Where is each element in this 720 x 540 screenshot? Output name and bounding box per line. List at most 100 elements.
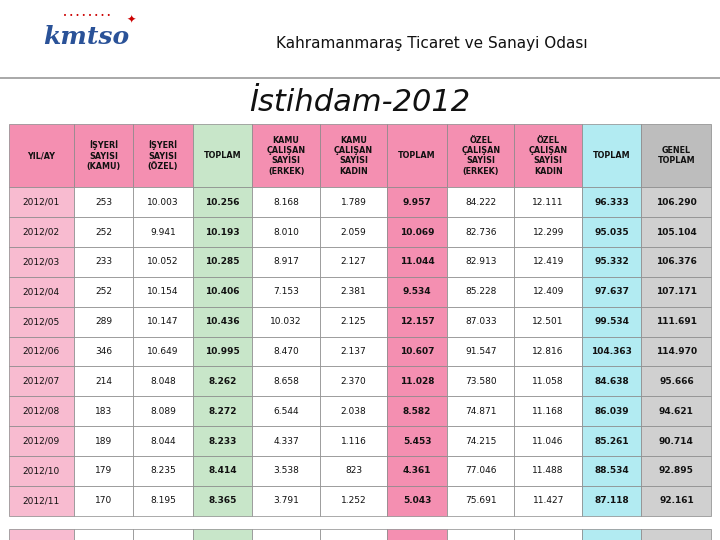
Text: 1.252: 1.252 [341,496,366,505]
Text: 189: 189 [95,436,112,446]
Text: 77.046: 77.046 [465,467,497,475]
Text: 106.290: 106.290 [656,198,697,207]
Text: 252: 252 [95,228,112,237]
Text: kmtso: kmtso [43,25,130,49]
Bar [253,247,320,277]
Text: 8.272: 8.272 [208,407,237,416]
Bar [193,367,253,396]
Bar [73,426,133,456]
Text: 8.233: 8.233 [209,436,237,446]
Bar [253,217,320,247]
Text: TOPLAM: TOPLAM [593,151,631,160]
Text: 3.538: 3.538 [273,467,299,475]
Bar [514,367,582,396]
Bar [642,529,711,540]
Bar [320,217,387,247]
Bar [514,277,582,307]
Text: 8.048: 8.048 [150,377,176,386]
Text: ✦: ✦ [126,15,135,25]
Text: ÖZEL
ÇALIŞAN
SAYISI
KADIN: ÖZEL ÇALIŞAN SAYISI KADIN [528,136,568,176]
Text: 2012/04: 2012/04 [22,287,60,296]
Text: 2012/10: 2012/10 [22,467,60,475]
Text: 11.028: 11.028 [400,377,434,386]
Bar [387,124,447,187]
Bar [447,367,514,396]
Text: 8.414: 8.414 [208,467,237,475]
Text: 2012/05: 2012/05 [22,317,60,326]
Bar [447,396,514,426]
Text: 2.137: 2.137 [341,347,366,356]
Text: 11.046: 11.046 [532,436,564,446]
Bar [9,187,73,217]
Text: 2.038: 2.038 [341,407,366,416]
Text: 8.470: 8.470 [274,347,299,356]
Text: 12.501: 12.501 [532,317,564,326]
Bar [253,456,320,486]
Bar [642,486,711,516]
Text: 233: 233 [95,258,112,266]
Bar [193,529,253,540]
Text: ÖZEL
ÇALIŞAN
SAYISI
(ERKEK): ÖZEL ÇALIŞAN SAYISI (ERKEK) [461,136,500,176]
Bar [253,336,320,367]
Text: 5.453: 5.453 [403,436,431,446]
Bar [387,187,447,217]
Bar [253,426,320,456]
Text: 11.427: 11.427 [533,496,564,505]
Text: 11.058: 11.058 [532,377,564,386]
Text: 10.256: 10.256 [205,198,240,207]
Bar [9,307,73,336]
Text: 9.957: 9.957 [402,198,431,207]
Text: 91.547: 91.547 [465,347,497,356]
Bar [514,307,582,336]
Text: 111.691: 111.691 [656,317,697,326]
Bar [320,486,387,516]
Bar [133,456,193,486]
Text: 2012/06: 2012/06 [22,347,60,356]
Bar [320,336,387,367]
Text: 2012/02: 2012/02 [22,228,60,237]
Text: 4.361: 4.361 [403,467,431,475]
Bar [582,486,642,516]
Bar [9,529,73,540]
Text: 1.116: 1.116 [341,436,366,446]
Bar [253,529,320,540]
Bar [73,307,133,336]
Bar [9,456,73,486]
Text: 2012/11: 2012/11 [22,496,60,505]
Bar [320,396,387,426]
Bar [582,217,642,247]
Text: 183: 183 [95,407,112,416]
Bar [642,187,711,217]
Bar [9,426,73,456]
Text: 95.035: 95.035 [595,228,629,237]
Bar [387,529,447,540]
Text: 99.534: 99.534 [594,317,629,326]
Text: 90.714: 90.714 [659,436,694,446]
Text: 105.104: 105.104 [656,228,697,237]
Bar [193,277,253,307]
Text: 88.534: 88.534 [594,467,629,475]
Bar [582,336,642,367]
Text: 5.043: 5.043 [403,496,431,505]
Text: 114.970: 114.970 [656,347,697,356]
Bar [387,396,447,426]
Text: 9.941: 9.941 [150,228,176,237]
Bar [9,124,73,187]
Bar [9,396,73,426]
Bar [447,456,514,486]
Bar [514,124,582,187]
Text: 12.111: 12.111 [532,198,564,207]
Bar [133,336,193,367]
Text: TOPLAM: TOPLAM [204,151,241,160]
Text: 92.895: 92.895 [659,467,694,475]
Bar [387,336,447,367]
Text: 12.157: 12.157 [400,317,435,326]
Text: 2012/08: 2012/08 [22,407,60,416]
Bar [193,336,253,367]
Bar [514,217,582,247]
Bar [133,486,193,516]
Text: 10.147: 10.147 [148,317,179,326]
Bar [253,486,320,516]
Text: 12.816: 12.816 [532,347,564,356]
Text: 10.003: 10.003 [148,198,179,207]
